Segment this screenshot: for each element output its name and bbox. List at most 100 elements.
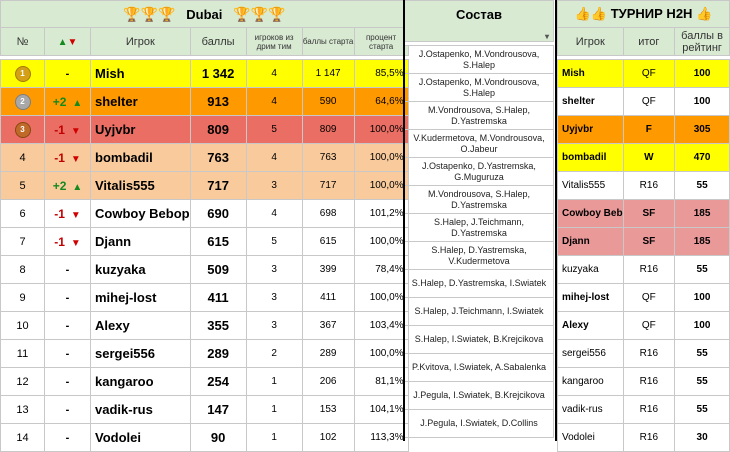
points[interactable]: 355: [189, 311, 247, 340]
lineup-cell[interactable]: J.Pegula, I.Swiatek, B.Krejcikova: [404, 381, 554, 410]
h2h-points[interactable]: 100: [674, 283, 730, 312]
h2h-player[interactable]: Cowboy Beb: [557, 199, 624, 228]
dreamteam-count[interactable]: 4: [245, 87, 303, 116]
dreamteam-count[interactable]: 3: [245, 283, 303, 312]
lineup-header[interactable]: Состав ▾: [404, 0, 554, 42]
table-row[interactable]: 5 +2 ▲ Vitalis555 717 3 717 100,0%: [0, 171, 409, 200]
h2h-player[interactable]: Alexy: [557, 311, 624, 340]
start-points[interactable]: 367: [301, 311, 355, 340]
h2h-result[interactable]: W: [622, 143, 676, 172]
rank-cell[interactable]: 4: [0, 143, 45, 172]
h2h-result[interactable]: R16: [622, 395, 676, 424]
table-row[interactable]: 8 - kuzyaka 509 3 399 78,4%: [0, 255, 409, 284]
h2h-result[interactable]: SF: [622, 199, 676, 228]
points[interactable]: 1 342: [189, 59, 247, 88]
lineup-cell[interactable]: M.Vondrousova, S.Halep, D.Yastremska: [404, 185, 554, 214]
table-row[interactable]: 6 -1 ▼ Cowboy Bebop 690 4 698 101,2%: [0, 199, 409, 228]
table-row[interactable]: Mish QF 100: [557, 59, 730, 88]
table-row[interactable]: M.Vondrousova, S.Halep, D.Yastremska: [404, 101, 554, 130]
h2h-col-player[interactable]: Игрок: [557, 27, 624, 56]
dreamteam-count[interactable]: 4: [245, 199, 303, 228]
lineup-cell[interactable]: J.Ostapenko, M.Vondrousova, S.Halep: [404, 73, 554, 102]
position-change-cell[interactable]: -: [44, 339, 91, 368]
h2h-points[interactable]: 100: [674, 59, 730, 88]
table-row[interactable]: Cowboy Beb SF 185: [557, 199, 730, 228]
table-row[interactable]: 2 +2 ▲ shelter 913 4 590 64,6%: [0, 87, 409, 116]
points[interactable]: 763: [189, 143, 247, 172]
rank-cell[interactable]: 14: [0, 423, 45, 452]
h2h-result[interactable]: QF: [622, 59, 676, 88]
dreamteam-count[interactable]: 1: [245, 395, 303, 424]
h2h-result[interactable]: SF: [622, 227, 676, 256]
rank-cell[interactable]: 6: [0, 199, 45, 228]
dreamteam-count[interactable]: 1: [245, 367, 303, 396]
h2h-player[interactable]: kangaroo: [557, 367, 624, 396]
player-name[interactable]: Djann: [90, 227, 191, 256]
start-percent[interactable]: 100,0%: [353, 227, 409, 256]
position-change-cell[interactable]: -: [44, 283, 91, 312]
rank-cell[interactable]: 12: [0, 367, 45, 396]
h2h-points[interactable]: 55: [674, 339, 730, 368]
lineup-cell[interactable]: S.Halep, J.Teichmann, I.Swiatek: [404, 297, 554, 326]
points[interactable]: 90: [189, 423, 247, 452]
table-row[interactable]: 1 - Mish 1 342 4 1 147 85,5%: [0, 59, 409, 88]
rank-cell[interactable]: 7: [0, 227, 45, 256]
table-row[interactable]: 14 - Vodolei 90 1 102 113,3%: [0, 423, 409, 452]
table-row[interactable]: J.Ostapenko, M.Vondrousova, S.Halep: [404, 73, 554, 102]
table-row[interactable]: kuzyaka R16 55: [557, 255, 730, 284]
lineup-cell[interactable]: M.Vondrousova, S.Halep, D.Yastremska: [404, 101, 554, 130]
position-change-cell[interactable]: +2 ▲: [44, 87, 91, 116]
start-percent[interactable]: 104,1%: [353, 395, 409, 424]
rank-cell[interactable]: 10: [0, 311, 45, 340]
start-points[interactable]: 615: [301, 227, 355, 256]
dreamteam-count[interactable]: 2: [245, 339, 303, 368]
start-points[interactable]: 590: [301, 87, 355, 116]
lineup-cell[interactable]: J.Ostapenko, D.Yastremska, G.Muguruza: [404, 157, 554, 186]
table-row[interactable]: vadik-rus R16 55: [557, 395, 730, 424]
start-points[interactable]: 763: [301, 143, 355, 172]
start-points[interactable]: 153: [301, 395, 355, 424]
start-points[interactable]: 717: [301, 171, 355, 200]
dreamteam-count[interactable]: 5: [245, 115, 303, 144]
h2h-points[interactable]: 100: [674, 311, 730, 340]
h2h-result[interactable]: F: [622, 115, 676, 144]
h2h-points[interactable]: 305: [674, 115, 730, 144]
h2h-points[interactable]: 185: [674, 227, 730, 256]
table-row[interactable]: 9- mihej-lost 411 3 411 100,0%: [0, 283, 409, 312]
position-change-cell[interactable]: -1 ▼: [44, 143, 91, 172]
h2h-result[interactable]: QF: [622, 87, 676, 116]
table-row[interactable]: S.Halep, J.Teichmann, D.Yastremska: [404, 213, 554, 242]
table-row[interactable]: J.Ostapenko, D.Yastremska, G.Muguruza: [404, 157, 554, 186]
table-row[interactable]: 3 -1 ▼ Uyjvbr 809 5 809 100,0%: [0, 115, 409, 144]
dreamteam-count[interactable]: 5: [245, 227, 303, 256]
table-row[interactable]: S.Halep, J.Teichmann, I.Swiatek: [404, 297, 554, 326]
start-percent[interactable]: 100,0%: [353, 143, 409, 172]
table-row[interactable]: kangaroo R16 55: [557, 367, 730, 396]
h2h-player[interactable]: bombadil: [557, 143, 624, 172]
h2h-result[interactable]: R16: [622, 423, 676, 452]
table-row[interactable]: bombadil W 470: [557, 143, 730, 172]
lineup-cell[interactable]: S.Halep, J.Teichmann, D.Yastremska: [404, 213, 554, 242]
points[interactable]: 147: [189, 395, 247, 424]
player-name[interactable]: Alexy: [90, 311, 191, 340]
start-percent[interactable]: 64,6%: [353, 87, 409, 116]
position-change-cell[interactable]: -: [44, 311, 91, 340]
points[interactable]: 254: [189, 367, 247, 396]
h2h-result[interactable]: R16: [622, 339, 676, 368]
position-change-cell[interactable]: -: [44, 59, 91, 88]
dreamteam-count[interactable]: 3: [245, 311, 303, 340]
start-points[interactable]: 698: [301, 199, 355, 228]
table-row[interactable]: J.Ostapenko, M.Vondrousova, S.Halep: [404, 45, 554, 74]
col-header-start-percent[interactable]: процент старта: [353, 27, 409, 56]
player-name[interactable]: sergei556: [90, 339, 191, 368]
start-percent[interactable]: 100,0%: [353, 171, 409, 200]
position-change-cell[interactable]: -: [44, 367, 91, 396]
player-name[interactable]: kuzyaka: [90, 255, 191, 284]
h2h-points[interactable]: 55: [674, 255, 730, 284]
h2h-points[interactable]: 30: [674, 423, 730, 452]
points[interactable]: 411: [189, 283, 247, 312]
start-percent[interactable]: 100,0%: [353, 115, 409, 144]
position-change-cell[interactable]: -1 ▼: [44, 227, 91, 256]
player-name[interactable]: Uyjvbr: [90, 115, 191, 144]
table-row[interactable]: S.Halep, D.Yastremska, I.Swiatek: [404, 269, 554, 298]
